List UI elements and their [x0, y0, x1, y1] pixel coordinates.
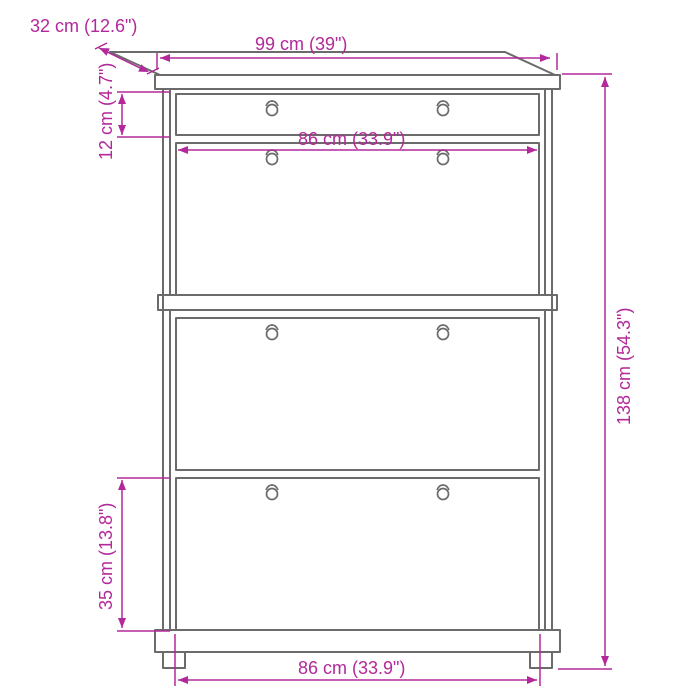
dimension-diagram: 32 cm (12.6") 99 cm (39") 12 cm (4.7") 8…: [0, 0, 700, 700]
dim-drawer-height: 12 cm (4.7"): [96, 63, 170, 160]
base-plate: [155, 630, 560, 652]
label-drawer-height: 12 cm (4.7"): [96, 63, 116, 160]
door-3: [176, 478, 539, 630]
label-door-height: 35 cm (13.8"): [96, 503, 116, 610]
label-total-height: 138 cm (54.3"): [614, 308, 634, 425]
dim-door-height: 35 cm (13.8"): [96, 478, 170, 631]
dim-inner-width: 86 cm (33.9"): [178, 129, 537, 154]
foot-left: [163, 652, 185, 668]
label-bottom-width: 86 cm (33.9"): [298, 658, 405, 678]
foot-right: [530, 652, 552, 668]
mid-plate: [158, 295, 557, 310]
label-inner-width: 86 cm (33.9"): [298, 129, 405, 149]
door-2: [176, 318, 539, 470]
dim-bottom-width: 86 cm (33.9"): [175, 634, 540, 686]
label-width-top: 99 cm (39"): [255, 34, 347, 54]
dim-total-height: 138 cm (54.3"): [558, 74, 634, 669]
door-1: [176, 143, 539, 295]
label-depth: 32 cm (12.6"): [30, 16, 137, 36]
